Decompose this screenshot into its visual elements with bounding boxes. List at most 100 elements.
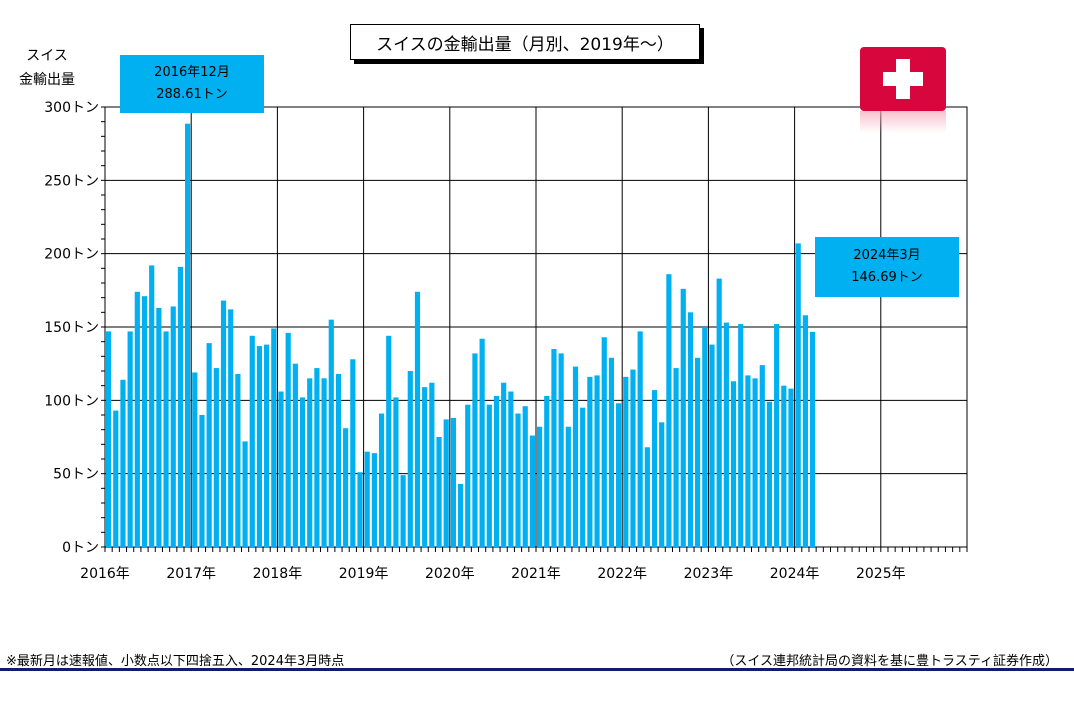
x-tick-label: 2016年	[80, 566, 130, 582]
bar	[802, 315, 808, 547]
bar	[393, 397, 399, 547]
y-axis-label-line1: スイス	[26, 48, 68, 64]
bar	[321, 378, 327, 547]
bar	[809, 331, 816, 547]
bar	[572, 366, 579, 547]
bar	[759, 365, 765, 547]
bar	[695, 357, 701, 547]
bar	[544, 395, 550, 547]
peak-callout: 2016年12月 288.61トン	[120, 55, 264, 113]
y-tick-label: 250トン	[44, 173, 99, 189]
bar	[407, 371, 413, 547]
bar	[637, 331, 643, 547]
bar	[616, 403, 622, 547]
y-tick-label: 100トン	[44, 393, 99, 409]
flag-reflection	[860, 111, 946, 133]
bar	[443, 419, 449, 547]
x-tick-label: 2022年	[597, 566, 647, 582]
bar	[587, 376, 593, 547]
bar	[702, 327, 708, 547]
bar	[134, 291, 140, 547]
y-tick-label: 200トン	[44, 247, 99, 263]
x-tick-label: 2020年	[425, 566, 475, 582]
bar	[228, 309, 234, 547]
bar	[508, 391, 514, 547]
bar	[644, 447, 650, 547]
bar	[242, 441, 248, 547]
bar	[558, 353, 564, 547]
bar	[127, 331, 133, 547]
bar	[601, 337, 607, 547]
bar	[371, 453, 377, 547]
bar	[357, 472, 363, 547]
bar	[199, 415, 205, 547]
bar	[249, 335, 255, 547]
bar	[271, 328, 277, 547]
bar	[486, 404, 492, 547]
bar	[666, 274, 672, 547]
bar	[745, 375, 751, 547]
footnote-right: （スイス連邦統計局の資料を基に豊トラスティ証券作成）	[721, 654, 1058, 669]
bar	[350, 359, 356, 547]
bar	[256, 346, 263, 547]
bar	[529, 435, 535, 547]
latest-callout-value: 146.69トン	[851, 270, 923, 285]
x-tick-label: 2025年	[856, 566, 906, 582]
bar	[472, 353, 478, 547]
y-axis-label: スイス 金輸出量	[18, 44, 76, 92]
bar	[723, 322, 729, 547]
bar	[386, 335, 392, 547]
y-tick-label: 300トン	[44, 100, 99, 116]
bar	[781, 385, 787, 547]
peak-callout-date: 2016年12月	[154, 65, 230, 80]
bar	[659, 422, 665, 547]
bar	[680, 288, 686, 547]
x-tick-label: 2017年	[166, 566, 216, 582]
footnote-left: ※最新月は速報値、小数点以下四捨五入、2024年3月時点	[6, 654, 345, 669]
bar	[378, 413, 385, 547]
bar	[343, 428, 349, 547]
bar	[465, 404, 471, 547]
bar	[278, 391, 284, 547]
bar	[537, 426, 543, 547]
x-tick-label: 2019年	[339, 566, 389, 582]
bar	[177, 266, 184, 547]
bar	[716, 278, 722, 547]
latest-callout: 2024年3月 146.69トン	[815, 237, 959, 297]
bar	[185, 123, 191, 548]
bar	[285, 332, 291, 547]
bar	[156, 307, 162, 547]
bar	[307, 378, 313, 547]
bar	[515, 413, 521, 547]
bar	[630, 369, 636, 547]
bar	[738, 324, 744, 547]
bar	[551, 349, 557, 547]
flag-cross-horizontal	[883, 72, 923, 86]
bar	[795, 243, 801, 547]
bar	[364, 451, 370, 547]
bar	[299, 397, 306, 547]
bar	[335, 373, 342, 547]
bar	[493, 395, 500, 547]
bar	[414, 291, 421, 547]
bar	[106, 331, 112, 547]
bar	[120, 379, 126, 547]
bar	[687, 312, 694, 547]
bar	[149, 265, 155, 547]
y-axis-label-line2: 金輸出量	[19, 72, 75, 88]
bar	[113, 410, 119, 547]
bar	[450, 417, 456, 547]
bar	[422, 387, 428, 547]
bar	[594, 375, 600, 547]
bar	[163, 331, 169, 547]
bottom-rule	[0, 668, 1074, 671]
x-tick-label: 2018年	[253, 566, 303, 582]
bar	[730, 381, 737, 547]
bar	[752, 378, 758, 547]
bar	[436, 437, 442, 547]
bar	[141, 296, 148, 547]
bar	[651, 390, 658, 547]
y-tick-label: 150トン	[44, 320, 99, 336]
bar	[235, 373, 241, 547]
